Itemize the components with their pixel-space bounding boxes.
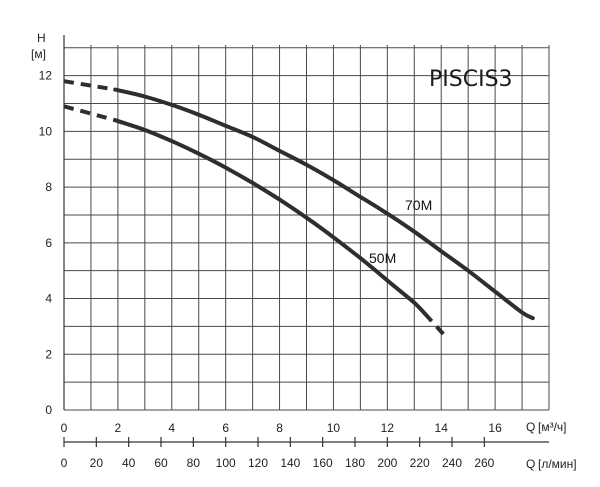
y-tick-label: 2	[45, 347, 52, 361]
y-tick-label: 12	[39, 69, 53, 83]
chart-title: PISCIS3	[429, 67, 513, 92]
x-secondary-tick-label: 100	[216, 456, 236, 470]
x-tick-label: 16	[488, 421, 502, 435]
x-tick-label: 10	[327, 421, 341, 435]
x-secondary-tick-label: 20	[90, 456, 104, 470]
y-tick-label: 4	[45, 292, 52, 306]
y-tick-label: 8	[45, 180, 52, 194]
y-axis-label: H	[37, 31, 46, 45]
x-secondary-tick-label: 60	[154, 456, 168, 470]
x-secondary-tick-label: 240	[442, 456, 462, 470]
y-tick-label: 6	[45, 236, 52, 250]
x-tick-label: 0	[61, 421, 68, 435]
series-50m-line	[113, 118, 428, 316]
x-axis-secondary-label: Q	[526, 457, 535, 471]
x-secondary-tick-label: 120	[248, 456, 268, 470]
x-tick-label: 8	[276, 421, 283, 435]
labels: H [м] PISCIS3 Q [м³/ч] Q [л/мин] 70M 50M	[31, 31, 577, 471]
x-tick-label: 12	[381, 421, 395, 435]
series-label-50m: 50M	[369, 250, 396, 266]
x-tick-label: 2	[115, 421, 122, 435]
x-secondary-tick-label: 200	[377, 456, 397, 470]
series	[63, 79, 535, 339]
x-axis-secondary-unit: [л/мин]	[538, 457, 577, 471]
y-axis-unit: [м]	[31, 47, 46, 61]
x-secondary-tick-label: 260	[474, 456, 494, 470]
x-tick-label: 6	[222, 421, 229, 435]
grid	[63, 45, 550, 411]
series-50m-dashed-end	[423, 312, 449, 339]
x-secondary-tick-label: 140	[280, 456, 300, 470]
x-secondary-tick-label: 40	[122, 456, 136, 470]
y-tick-label: 10	[39, 124, 53, 138]
x-secondary-tick-label: 0	[61, 456, 68, 470]
y-tick-label: 0	[45, 403, 52, 417]
series-50m-dashed-start	[63, 104, 116, 123]
x-secondary-tick-label: 180	[345, 456, 365, 470]
x-tick-label: 4	[168, 421, 175, 435]
series-70m-dashed-start	[63, 79, 116, 92]
x-secondary-tick-label: 220	[410, 456, 430, 470]
x-secondary-tick-label: 160	[313, 456, 333, 470]
series-label-70m: 70M	[405, 197, 432, 213]
x-secondary-tick-label: 80	[187, 456, 201, 470]
x-axis-label: Q	[526, 420, 535, 434]
series-70m-line	[113, 87, 535, 321]
x-axis-unit: [м³/ч]	[538, 420, 567, 434]
x-tick-label: 14	[435, 421, 449, 435]
